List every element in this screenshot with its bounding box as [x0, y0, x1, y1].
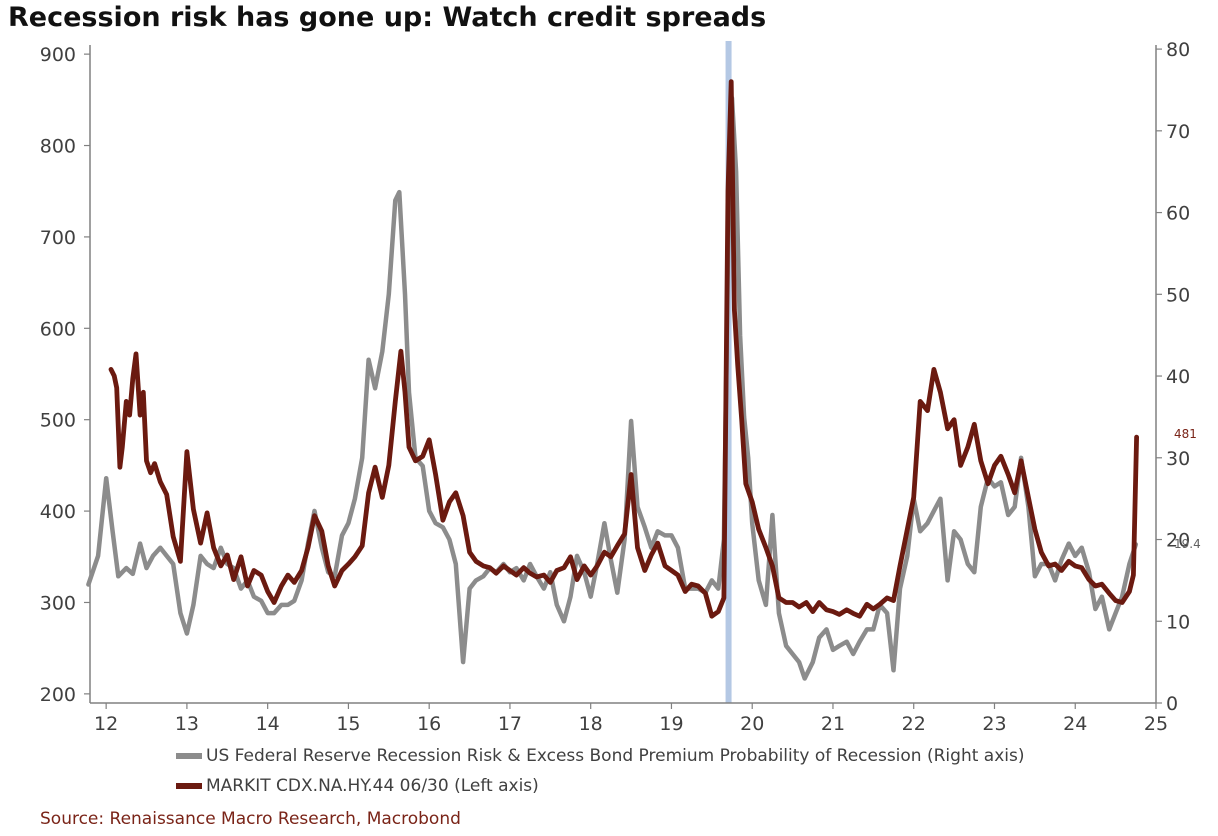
x-tick-label: 21 — [821, 713, 845, 735]
right-tick-label: 60 — [1166, 203, 1190, 225]
x-tick-label: 22 — [902, 713, 926, 735]
legend-item-probability: US Federal Reserve Recession Risk & Exce… — [176, 746, 1024, 766]
left-axis-ticks: 200 300 400 500 600 700 800 900 — [40, 44, 90, 706]
right-tick-label: 30 — [1166, 448, 1190, 470]
spread-series-line — [108, 79, 1139, 619]
legend-label-spread: MARKIT CDX.NA.HY.44 06/30 (Left axis) — [206, 776, 539, 796]
probability-end-label: 19.4 — [1174, 537, 1201, 551]
legend-item-spread: MARKIT CDX.NA.HY.44 06/30 (Left axis) — [176, 776, 539, 796]
right-axis-ticks: 0 10 20 30 40 50 60 70 80 — [1156, 39, 1190, 715]
right-tick-label: 10 — [1166, 611, 1190, 633]
right-tick-label: 80 — [1166, 39, 1190, 61]
left-tick-label: 400 — [40, 501, 76, 523]
x-tick-label: 14 — [256, 713, 280, 735]
left-tick-label: 500 — [40, 410, 76, 432]
left-tick-label: 900 — [40, 44, 76, 66]
end-labels: 481 19.4 — [1174, 427, 1201, 551]
x-tick-label: 16 — [417, 713, 441, 735]
spread-end-label: 481 — [1174, 427, 1197, 441]
right-tick-label: 20 — [1166, 530, 1190, 552]
x-tick-label: 25 — [1144, 713, 1168, 735]
left-tick-label: 800 — [40, 136, 76, 158]
right-tick-label: 50 — [1166, 284, 1190, 306]
probability-series-line — [86, 95, 1139, 681]
right-tick-label: 70 — [1166, 121, 1190, 143]
left-tick-label: 700 — [40, 227, 76, 249]
left-tick-label: 200 — [40, 684, 76, 706]
x-tick-label: 12 — [94, 713, 118, 735]
left-tick-label: 300 — [40, 592, 76, 614]
legend-swatch-spread — [176, 783, 202, 789]
x-tick-label: 20 — [740, 713, 764, 735]
x-tick-label: 23 — [982, 713, 1006, 735]
source-note: Source: Renaissance Macro Research, Macr… — [40, 809, 461, 829]
right-tick-label: 0 — [1166, 693, 1178, 715]
x-tick-label: 17 — [498, 713, 522, 735]
x-tick-label: 24 — [1063, 713, 1087, 735]
x-tick-label: 19 — [659, 713, 683, 735]
legend-label-probability: US Federal Reserve Recession Risk & Exce… — [206, 746, 1025, 766]
left-tick-label: 600 — [40, 318, 76, 340]
x-tick-label: 18 — [579, 713, 603, 735]
legend-swatch-probability — [176, 753, 202, 759]
x-axis-ticks: 12 13 14 15 16 17 18 19 20 21 22 23 24 25 — [94, 703, 1168, 735]
x-tick-label: 15 — [336, 713, 360, 735]
right-tick-label: 40 — [1166, 366, 1190, 388]
chart-title: Recession risk has gone up: Watch credit… — [8, 2, 767, 33]
x-tick-label: 13 — [175, 713, 199, 735]
series-layer — [86, 79, 1139, 681]
